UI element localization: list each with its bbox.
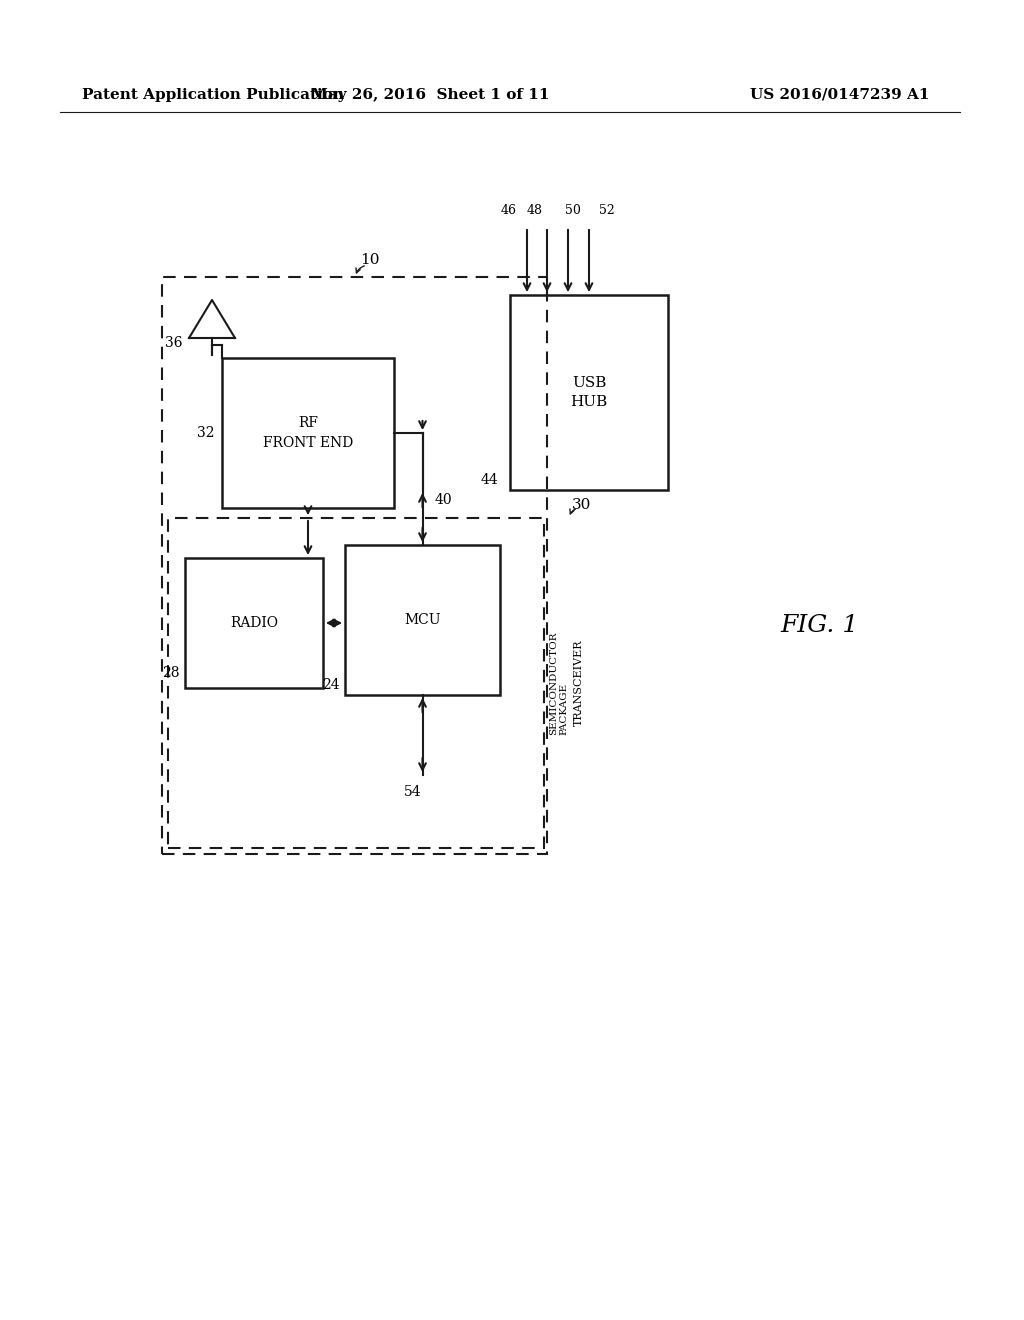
Text: FIG. 1: FIG. 1 — [781, 614, 859, 636]
Bar — [162, 277, 547, 854]
Bar — [168, 517, 544, 847]
Text: 10: 10 — [360, 253, 380, 267]
Text: 48: 48 — [527, 205, 543, 216]
Text: 50: 50 — [565, 205, 581, 216]
Text: 46: 46 — [501, 205, 517, 216]
Text: 52: 52 — [599, 205, 614, 216]
Text: May 26, 2016  Sheet 1 of 11: May 26, 2016 Sheet 1 of 11 — [310, 88, 549, 102]
Text: US 2016/0147239 A1: US 2016/0147239 A1 — [750, 88, 930, 102]
Text: SEMICONDUCTOR
PACKAGE: SEMICONDUCTOR PACKAGE — [549, 631, 568, 735]
Text: 30: 30 — [572, 498, 592, 512]
Text: RF
FRONT END: RF FRONT END — [263, 416, 353, 450]
Text: 28: 28 — [163, 667, 180, 680]
Text: RADIO: RADIO — [230, 616, 278, 630]
Bar — [510, 294, 668, 490]
Bar — [222, 358, 394, 508]
Text: USB
HUB: USB HUB — [570, 376, 607, 409]
Text: Patent Application Publication: Patent Application Publication — [82, 88, 344, 102]
Text: MCU: MCU — [404, 612, 440, 627]
Text: 32: 32 — [197, 426, 214, 440]
Text: 54: 54 — [403, 785, 421, 799]
Text: TRANSCEIVER: TRANSCEIVER — [574, 640, 584, 726]
Bar — [185, 558, 323, 688]
Text: 24: 24 — [323, 678, 340, 692]
Text: 40: 40 — [434, 492, 453, 507]
Bar — [345, 545, 500, 696]
Text: 36: 36 — [165, 337, 182, 350]
Text: 44: 44 — [480, 473, 498, 487]
